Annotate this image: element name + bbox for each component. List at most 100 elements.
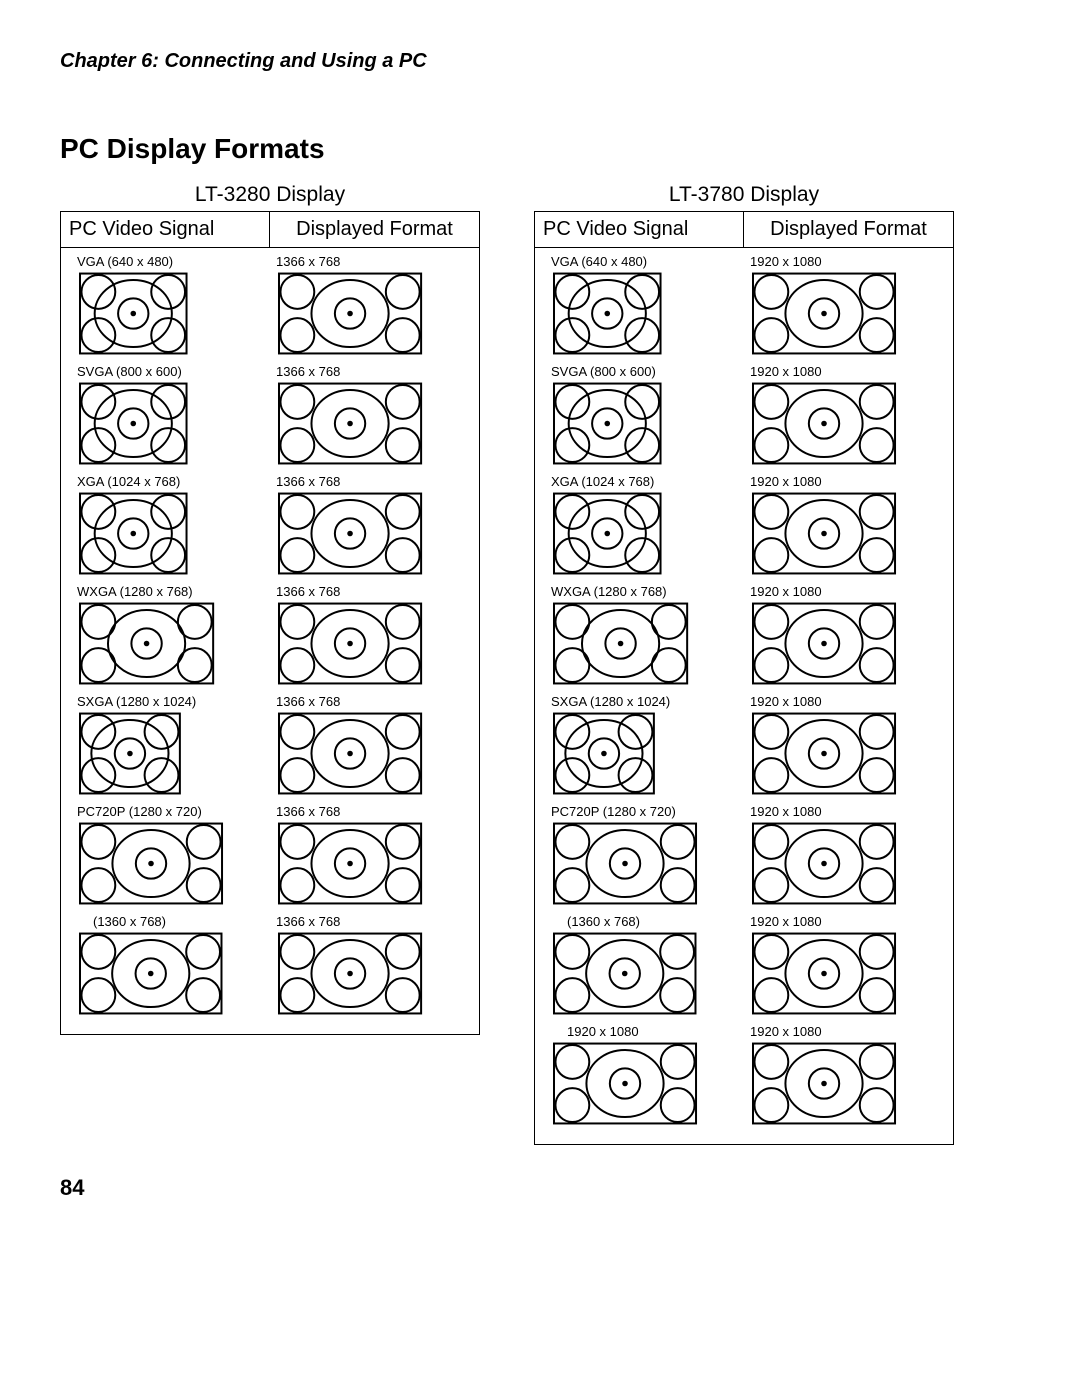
format-label: 1366 x 768 bbox=[276, 474, 463, 489]
format-label: 1366 x 768 bbox=[276, 804, 463, 819]
col-header-format: Displayed Format bbox=[744, 212, 953, 248]
format-table: PC Video SignalDisplayed FormatVGA (640 … bbox=[60, 211, 480, 1035]
aspect-diagram bbox=[276, 601, 424, 686]
signal-cell: 1920 x 1080 bbox=[545, 1024, 744, 1126]
format-label: 1366 x 768 bbox=[276, 584, 463, 599]
aspect-diagram bbox=[551, 271, 664, 356]
aspect-diagram bbox=[276, 931, 424, 1016]
format-cell: 1366 x 768 bbox=[270, 254, 469, 356]
table-row: VGA (640 x 480)1366 x 768 bbox=[71, 254, 469, 356]
table-row: PC720P (1280 x 720) 1366 x 768 bbox=[71, 804, 469, 906]
signal-cell: (1360 x 768) bbox=[71, 914, 270, 1016]
table-row: VGA (640 x 480) 1920 x 1080 bbox=[545, 254, 943, 356]
signal-cell: XGA (1024 x 768) bbox=[545, 474, 744, 576]
display-title: LT-3280 Display bbox=[60, 183, 480, 207]
format-cell: 1920 x 1080 bbox=[744, 474, 943, 576]
page-number: 84 bbox=[60, 1175, 1020, 1201]
table-row: PC720P (1280 x 720) 1920 x 1080 bbox=[545, 804, 943, 906]
table-row: 1920 x 1080 1920 x 1080 bbox=[545, 1024, 943, 1126]
format-label: 1920 x 1080 bbox=[750, 1024, 937, 1039]
signal-label: WXGA (1280 x 768) bbox=[77, 584, 264, 599]
format-cell: 1920 x 1080 bbox=[744, 914, 943, 1016]
table-header: PC Video SignalDisplayed Format bbox=[535, 212, 953, 248]
format-label: 1366 x 768 bbox=[276, 914, 463, 929]
signal-cell: PC720P (1280 x 720) bbox=[545, 804, 744, 906]
table-row: SVGA (800 x 600)1366 x 768 bbox=[71, 364, 469, 466]
signal-label: PC720P (1280 x 720) bbox=[551, 804, 738, 819]
aspect-diagram bbox=[276, 821, 424, 906]
format-cell: 1366 x 768 bbox=[270, 914, 469, 1016]
table-row: (1360 x 768) 1920 x 1080 bbox=[545, 914, 943, 1016]
format-label: 1920 x 1080 bbox=[750, 804, 937, 819]
table-row: XGA (1024 x 768) 1366 x 768 bbox=[71, 474, 469, 576]
section-title: PC Display Formats bbox=[60, 133, 1020, 165]
format-cell: 1920 x 1080 bbox=[744, 584, 943, 686]
aspect-diagram bbox=[77, 601, 216, 686]
signal-label: (1360 x 768) bbox=[551, 914, 738, 929]
aspect-diagram bbox=[750, 601, 898, 686]
format-cell: 1366 x 768 bbox=[270, 474, 469, 576]
signal-label: VGA (640 x 480) bbox=[551, 254, 738, 269]
format-label: 1920 x 1080 bbox=[750, 364, 937, 379]
signal-cell: (1360 x 768) bbox=[545, 914, 744, 1016]
format-cell: 1366 x 768 bbox=[270, 694, 469, 796]
signal-label: SVGA (800 x 600) bbox=[551, 364, 738, 379]
signal-label: PC720P (1280 x 720) bbox=[77, 804, 264, 819]
display-table: LT-3780 Display PC Video SignalDisplayed … bbox=[534, 183, 954, 1145]
signal-cell: SVGA (800 x 600) bbox=[545, 364, 744, 466]
table-row: XGA (1024 x 768) 1920 x 1080 bbox=[545, 474, 943, 576]
format-cell: 1920 x 1080 bbox=[744, 364, 943, 466]
aspect-diagram bbox=[77, 271, 190, 356]
aspect-diagram bbox=[77, 931, 224, 1016]
aspect-diagram bbox=[276, 711, 424, 796]
aspect-diagram bbox=[750, 381, 898, 466]
format-label: 1920 x 1080 bbox=[750, 254, 937, 269]
display-table: LT-3280 Display PC Video SignalDisplayed … bbox=[60, 183, 480, 1035]
aspect-diagram bbox=[750, 271, 898, 356]
format-label: 1920 x 1080 bbox=[750, 694, 937, 709]
aspect-diagram bbox=[750, 491, 898, 576]
chapter-heading: Chapter 6: Connecting and Using a PC bbox=[60, 50, 1020, 73]
signal-label: (1360 x 768) bbox=[77, 914, 264, 929]
col-header-signal: PC Video Signal bbox=[61, 212, 270, 248]
aspect-diagram bbox=[551, 491, 664, 576]
aspect-diagram bbox=[750, 821, 898, 906]
signal-cell: XGA (1024 x 768) bbox=[71, 474, 270, 576]
signal-cell: VGA (640 x 480) bbox=[71, 254, 270, 356]
format-cell: 1366 x 768 bbox=[270, 804, 469, 906]
format-label: 1366 x 768 bbox=[276, 694, 463, 709]
signal-label: XGA (1024 x 768) bbox=[77, 474, 264, 489]
aspect-diagram bbox=[77, 821, 225, 906]
aspect-diagram bbox=[551, 1041, 699, 1126]
aspect-diagram bbox=[276, 491, 424, 576]
table-row: (1360 x 768) 1366 x 768 bbox=[71, 914, 469, 1016]
format-cell: 1920 x 1080 bbox=[744, 804, 943, 906]
aspect-diagram bbox=[750, 711, 898, 796]
table-row: SXGA (1280 x 1024)1366 x 768 bbox=[71, 694, 469, 796]
table-header: PC Video SignalDisplayed Format bbox=[61, 212, 479, 248]
aspect-diagram bbox=[551, 931, 698, 1016]
signal-label: XGA (1024 x 768) bbox=[551, 474, 738, 489]
table-row: WXGA (1280 x 768) 1920 x 1080 bbox=[545, 584, 943, 686]
aspect-diagram bbox=[276, 381, 424, 466]
table-body: VGA (640 x 480)1366 x 768SVGA (800 x 600… bbox=[61, 248, 479, 1034]
format-table: PC Video SignalDisplayed Format VGA (640 … bbox=[534, 211, 954, 1145]
signal-cell: SVGA (800 x 600) bbox=[71, 364, 270, 466]
aspect-diagram bbox=[750, 1041, 898, 1126]
signal-cell: WXGA (1280 x 768) bbox=[71, 584, 270, 686]
format-cell: 1920 x 1080 bbox=[744, 1024, 943, 1126]
format-cell: 1920 x 1080 bbox=[744, 694, 943, 796]
signal-cell: WXGA (1280 x 768) bbox=[545, 584, 744, 686]
display-title: LT-3780 Display bbox=[534, 183, 954, 207]
signal-cell: VGA (640 x 480) bbox=[545, 254, 744, 356]
page: Chapter 6: Connecting and Using a PC PC … bbox=[0, 0, 1080, 1231]
signal-cell: PC720P (1280 x 720) bbox=[71, 804, 270, 906]
aspect-diagram bbox=[276, 271, 424, 356]
aspect-diagram bbox=[551, 711, 657, 796]
col-header-signal: PC Video Signal bbox=[535, 212, 744, 248]
aspect-diagram bbox=[77, 381, 190, 466]
format-label: 1920 x 1080 bbox=[750, 584, 937, 599]
signal-label: SVGA (800 x 600) bbox=[77, 364, 264, 379]
signal-label: WXGA (1280 x 768) bbox=[551, 584, 738, 599]
aspect-diagram bbox=[77, 491, 190, 576]
